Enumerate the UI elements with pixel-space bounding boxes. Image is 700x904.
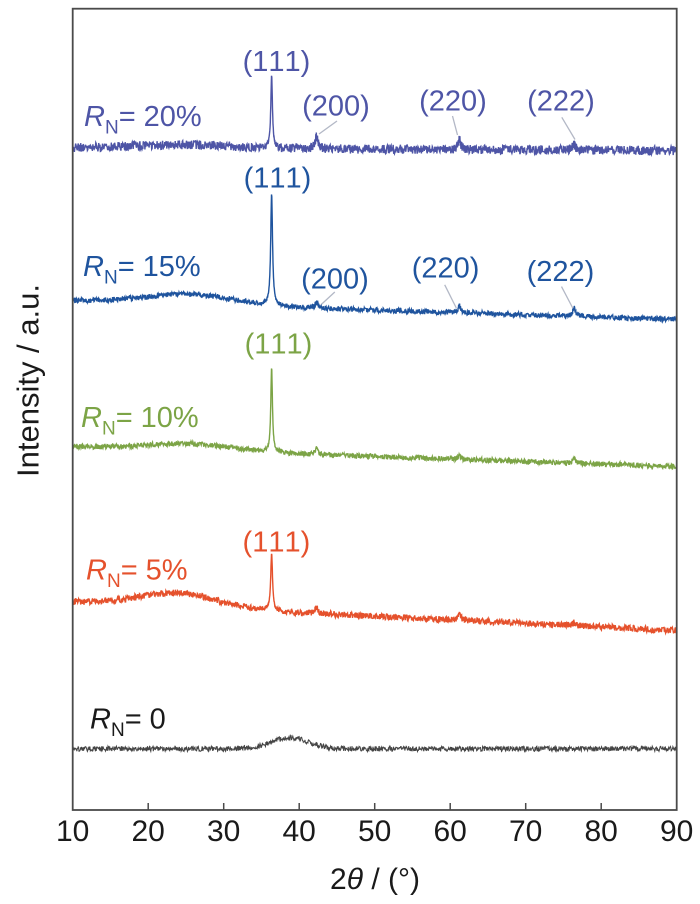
svg-text:(1‌1‌1): (1‌1‌1): [243, 527, 311, 559]
svg-text:Intensity / a.u.: Intensity / a.u.: [11, 284, 46, 477]
svg-text:(1‌1‌1): (1‌1‌1): [245, 329, 313, 361]
svg-text:RN= 0: RN= 0: [90, 704, 166, 742]
svg-text:2θ / (°): 2θ / (°): [330, 863, 420, 896]
svg-text:(220): (220): [412, 253, 480, 285]
svg-text:70: 70: [509, 815, 542, 848]
svg-text:90: 90: [660, 815, 693, 848]
svg-text:30: 30: [207, 815, 240, 848]
svg-text:(222): (222): [527, 256, 595, 288]
svg-text:(200): (200): [302, 91, 370, 123]
svg-text:80: 80: [585, 815, 618, 848]
svg-text:40: 40: [283, 815, 316, 848]
svg-text:60: 60: [434, 815, 467, 848]
svg-text:RN= 5%: RN= 5%: [86, 555, 188, 593]
svg-text:(1‌1‌1): (1‌1‌1): [243, 46, 311, 78]
svg-text:RN= 20%: RN= 20%: [84, 101, 202, 139]
svg-text:50: 50: [358, 815, 391, 848]
svg-text:(200): (200): [301, 263, 369, 295]
svg-text:20: 20: [132, 815, 165, 848]
svg-text:(220): (220): [419, 85, 487, 117]
svg-text:10: 10: [56, 815, 89, 848]
svg-text:(1‌1‌1): (1‌1‌1): [244, 162, 312, 194]
svg-text:RN= 10%: RN= 10%: [81, 402, 199, 440]
svg-text:(222): (222): [527, 85, 595, 117]
svg-text:RN= 15%: RN= 15%: [83, 251, 201, 289]
